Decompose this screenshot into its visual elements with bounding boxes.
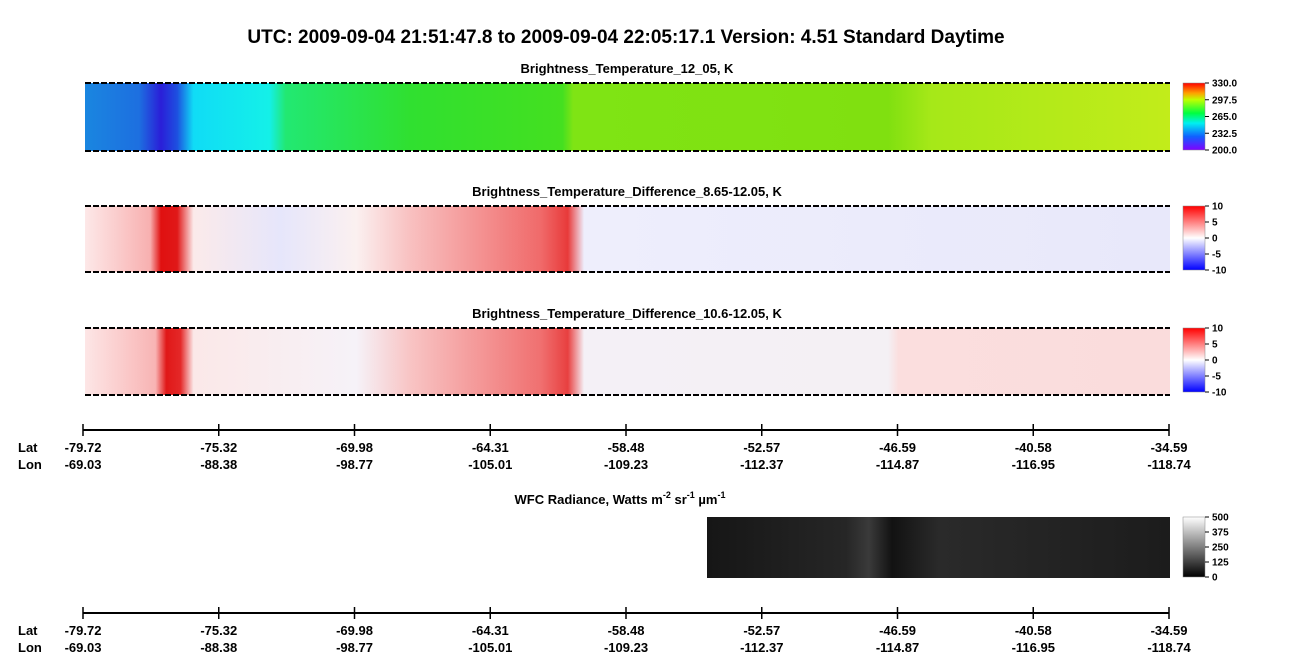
lon-tick-label: -116.95 — [1012, 457, 1055, 472]
colorbar-label: 10 — [1212, 202, 1224, 213]
lon-tick-label: -69.03 — [65, 640, 102, 655]
lat-tick-label: -64.31 — [472, 440, 509, 455]
colorbar — [1182, 205, 1206, 271]
lon-tick-label: -69.03 — [65, 457, 102, 472]
panel-title: Brightness_Temperature_Difference_10.6-1… — [472, 306, 782, 321]
lon-tick-label: -112.37 — [740, 457, 783, 472]
title-part: -1 — [687, 490, 695, 500]
lat-tick-label: -79.72 — [65, 623, 102, 638]
lon-tick-label: -88.38 — [200, 640, 237, 655]
image-panel — [85, 206, 1170, 272]
lat-tick-label: -58.48 — [608, 623, 645, 638]
lon-tick-label: -118.74 — [1147, 457, 1191, 472]
lon-tick-label: -114.87 — [876, 457, 919, 472]
lon-tick-label: -98.77 — [336, 640, 373, 655]
colorbar-label: -5 — [1212, 372, 1221, 383]
colorbar-label: 5 — [1212, 340, 1218, 351]
title-part: sr — [671, 492, 687, 507]
lon-label: Lon — [18, 640, 42, 655]
panel-title: Brightness_Temperature_12_05, K — [521, 61, 735, 76]
lat-tick-label: -79.72 — [65, 440, 102, 455]
colorbar-label: 265.0 — [1212, 112, 1237, 123]
lat-tick-label: -64.31 — [472, 623, 509, 638]
lon-tick-label: -88.38 — [200, 457, 237, 472]
colorbar-label: 330.0 — [1212, 79, 1237, 90]
colorbar-label: -10 — [1212, 388, 1227, 399]
lat-tick-label: -52.57 — [743, 623, 780, 638]
colorbar-label: 297.5 — [1212, 95, 1237, 106]
main-title: UTC: 2009-09-04 21:51:47.8 to 2009-09-04… — [247, 27, 1004, 48]
lat-tick-label: -34.59 — [1151, 440, 1188, 455]
lat-tick-label: -52.57 — [743, 440, 780, 455]
colorbar-label: 375 — [1212, 528, 1229, 539]
colorbar-label: 500 — [1212, 513, 1229, 524]
colorbar-label: 125 — [1212, 558, 1229, 569]
image-panel — [85, 83, 1170, 151]
title-part: -1 — [717, 490, 725, 500]
colorbar-label: 232.5 — [1212, 129, 1237, 140]
title-part: µm — [695, 492, 718, 507]
lat-tick-label: -75.32 — [200, 440, 237, 455]
colorbar-label: 0 — [1212, 573, 1218, 584]
image-panel — [85, 328, 1170, 395]
lon-tick-label: -98.77 — [336, 457, 373, 472]
lon-tick-label: -118.74 — [1147, 640, 1191, 655]
colorbar-label: 200.0 — [1212, 146, 1237, 157]
colorbar — [1182, 82, 1206, 151]
lat-tick-label: -46.59 — [879, 623, 916, 638]
colorbar — [1182, 516, 1206, 578]
colorbar-label: 250 — [1212, 543, 1229, 554]
title-part: -2 — [663, 490, 671, 500]
colorbar-label: -10 — [1212, 266, 1227, 277]
lat-tick-label: -58.48 — [608, 440, 645, 455]
lat-tick-label: -40.58 — [1015, 623, 1052, 638]
lon-tick-label: -114.87 — [876, 640, 919, 655]
lat-tick-label: -75.32 — [200, 623, 237, 638]
lat-tick-label: -69.98 — [336, 440, 373, 455]
panel-title: Brightness_Temperature_Difference_8.65-1… — [472, 184, 782, 199]
lat-tick-label: -69.98 — [336, 623, 373, 638]
lat-tick-label: -40.58 — [1015, 440, 1052, 455]
lon-tick-label: -109.23 — [604, 457, 648, 472]
lon-label: Lon — [18, 457, 42, 472]
lon-tick-label: -105.01 — [468, 457, 512, 472]
colorbar-label: 10 — [1212, 324, 1224, 335]
colorbar-label: -5 — [1212, 250, 1221, 261]
lat-label: Lat — [18, 623, 38, 638]
lon-tick-label: -109.23 — [604, 640, 648, 655]
panel-title: WFC Radiance, Watts m-2 sr-1 µm-1 — [515, 490, 726, 507]
lat-tick-label: -46.59 — [879, 440, 916, 455]
lat-tick-label: -34.59 — [1151, 623, 1188, 638]
image-panel — [707, 517, 1170, 578]
colorbar-label: 0 — [1212, 234, 1218, 245]
lon-tick-label: -105.01 — [468, 640, 512, 655]
title-part: WFC Radiance, Watts m — [515, 492, 663, 507]
colorbar-label: 0 — [1212, 356, 1218, 367]
lon-tick-label: -116.95 — [1012, 640, 1055, 655]
lon-tick-label: -112.37 — [740, 640, 783, 655]
colorbar — [1182, 327, 1206, 393]
lat-label: Lat — [18, 440, 38, 455]
colorbar-label: 5 — [1212, 218, 1218, 229]
